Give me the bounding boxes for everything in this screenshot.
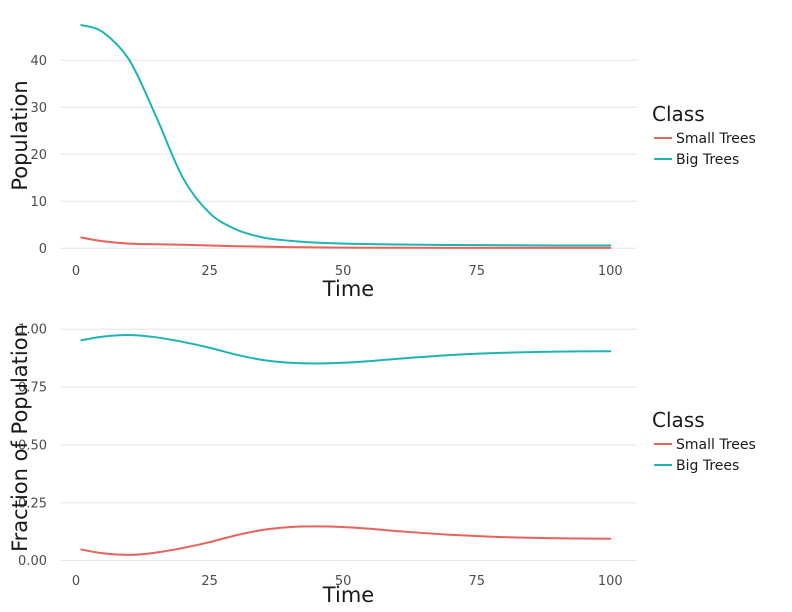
y-tick-label: 0.25 (18, 496, 47, 511)
series-line-big-trees (80, 333, 612, 365)
legend: Class Small Trees Big Trees (652, 102, 756, 168)
legend-label: Small Trees (676, 437, 756, 453)
legend: Class Small Trees Big Trees (652, 408, 756, 474)
x-tick-label: 50 (335, 574, 352, 589)
legend-title: Class (652, 102, 705, 126)
y-axis-title: Population (8, 80, 32, 190)
y-axis-title: Fraction of Population (8, 324, 32, 552)
x-axis-title: Time (322, 583, 374, 607)
y-tick-label: 40 (30, 54, 47, 69)
series-line-small-trees (80, 525, 612, 556)
x-tick-label: 50 (335, 264, 352, 279)
x-tick-label: 25 (201, 574, 218, 589)
legend-title: Class (652, 408, 705, 432)
series-line-big-trees (80, 24, 612, 247)
y-tick-label: 0.50 (18, 438, 47, 453)
x-tick-label: 25 (201, 264, 218, 279)
x-tick-label: 100 (598, 264, 623, 279)
y-tick-label: 20 (30, 148, 47, 163)
x-axis-title: Time (322, 277, 374, 301)
y-tick-label: 0 (39, 242, 47, 257)
y-tick-label: 0.00 (18, 554, 47, 569)
chart-panel-1: 0 10 20 30 40 0 25 50 75 100 Time Population Class Sm… (8, 24, 756, 301)
x-tick-label: 0 (72, 574, 80, 589)
legend-label: Small Trees (676, 131, 756, 147)
x-tick-label: 0 (72, 264, 80, 279)
legend-label: Big Trees (676, 152, 739, 168)
series-line-small-trees (80, 236, 612, 249)
x-tick-label: 75 (468, 264, 485, 279)
y-tick-label: 10 (30, 195, 47, 210)
legend-label: Big Trees (676, 458, 739, 474)
x-tick-label: 75 (468, 574, 485, 589)
chart-panel-2: 0.00 0.25 0.50 0.75 1.00 0 25 50 75 100 Time Fracti… (8, 323, 756, 607)
x-tick-label: 100 (598, 574, 623, 589)
y-tick-label: 1.00 (18, 323, 47, 338)
y-tick-label: 0.75 (18, 381, 47, 396)
y-tick-label: 30 (30, 101, 47, 116)
